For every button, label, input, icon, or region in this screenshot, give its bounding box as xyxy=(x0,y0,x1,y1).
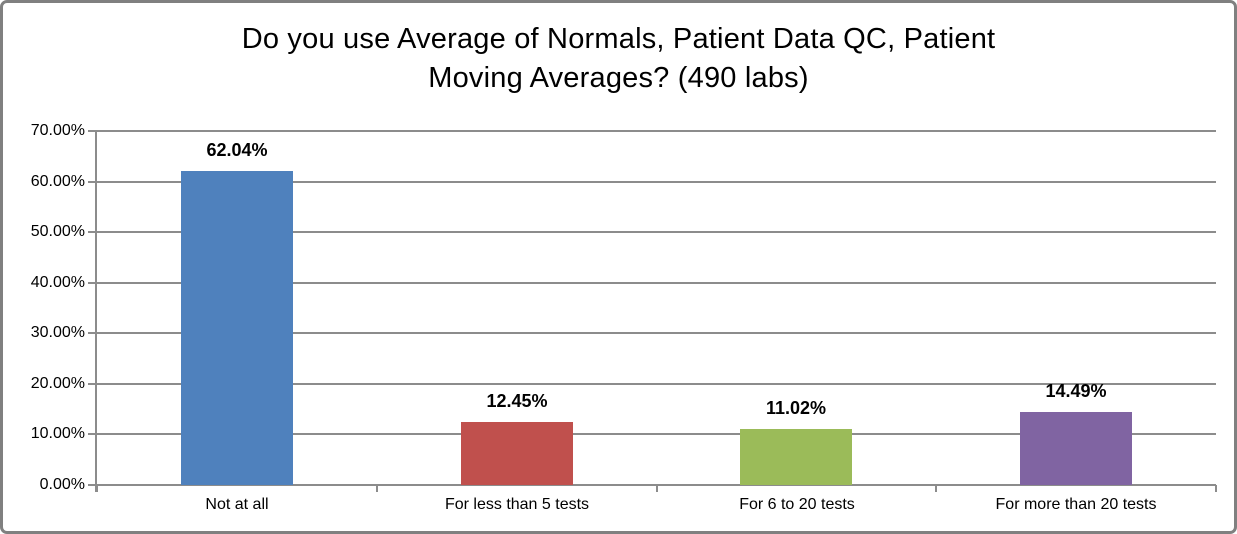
y-axis-tick-label: 60.00% xyxy=(30,172,85,190)
y-axis-line xyxy=(95,131,97,492)
x-axis-tick xyxy=(935,485,938,492)
gridline xyxy=(97,332,1216,335)
y-axis-tick-label: 30.00% xyxy=(30,324,85,342)
gridline xyxy=(97,281,1216,284)
x-axis-tick xyxy=(375,485,378,492)
chart-title: Do you use Average of Normals, Patient D… xyxy=(3,20,1234,98)
bar-value-label: 62.04% xyxy=(206,140,268,160)
x-axis-tick xyxy=(96,485,98,492)
y-axis-tick-label: 70.00% xyxy=(30,122,85,139)
bar-for-6-to-20-tests xyxy=(740,429,852,485)
y-axis-tick-label: 50.00% xyxy=(30,223,85,241)
x-axis-category-label: For less than 5 tests xyxy=(444,496,590,513)
y-axis-tick xyxy=(88,231,97,234)
x-axis-tick xyxy=(655,485,658,492)
chart-title-line-1: Do you use Average of Normals, Patient D… xyxy=(241,23,996,55)
x-axis-category-label: For more than 20 tests xyxy=(995,496,1157,513)
gridline xyxy=(97,180,1216,183)
bar-not-at-all xyxy=(181,171,293,485)
y-axis-tick xyxy=(88,130,97,132)
x-axis-tick xyxy=(1215,485,1217,492)
gridline xyxy=(97,433,1216,436)
y-axis-tick-label: 40.00% xyxy=(30,273,85,291)
bar-value-label: 11.02% xyxy=(765,398,827,418)
gridline xyxy=(97,382,1216,385)
y-axis-tick xyxy=(88,332,97,335)
bar-value-label: 14.49% xyxy=(1045,381,1107,401)
y-axis-tick-label: 10.00% xyxy=(30,425,85,443)
gridline xyxy=(97,130,1216,132)
chart-title-line-2: Moving Averages? (490 labs) xyxy=(428,62,809,94)
y-axis-tick xyxy=(88,281,97,284)
y-axis-tick xyxy=(88,382,97,385)
y-axis-tick xyxy=(88,180,97,183)
bar-for-more-than-20-tests xyxy=(1020,412,1132,485)
y-axis-tick xyxy=(88,433,97,436)
bar-for-less-than-5-tests xyxy=(461,422,573,485)
bar-value-label: 12.45% xyxy=(486,391,548,411)
x-axis-category-label: Not at all xyxy=(205,496,269,513)
y-axis-tick-label: 0.00% xyxy=(39,476,85,493)
y-axis-tick xyxy=(88,484,97,486)
gridline xyxy=(97,231,1216,234)
x-axis-category-label: For 6 to 20 tests xyxy=(739,496,855,513)
y-axis-tick-label: 20.00% xyxy=(30,374,85,392)
